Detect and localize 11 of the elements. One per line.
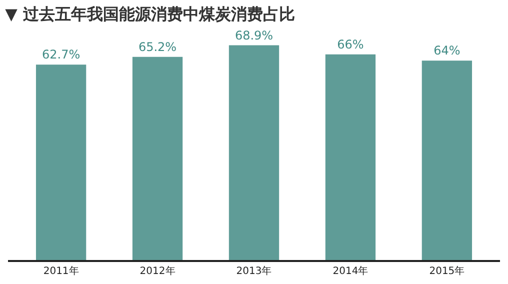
chart-title: ▼ 过去五年我国能源消费中煤炭消费占比	[5, 4, 295, 24]
x-tick-label: 2012年	[140, 264, 176, 277]
x-tick-label: 2015年	[429, 264, 465, 277]
data-label: 66%	[337, 37, 364, 52]
data-label: 65.2%	[138, 40, 177, 54]
x-tick-label: 2014年	[332, 264, 368, 277]
x-tick-label: 2013年	[236, 264, 272, 277]
data-label: 64%	[434, 44, 460, 58]
data-label: 68.9%	[234, 28, 274, 42]
data-label: 62.7%	[42, 48, 80, 62]
x-tick-label: 2011年	[43, 264, 79, 277]
